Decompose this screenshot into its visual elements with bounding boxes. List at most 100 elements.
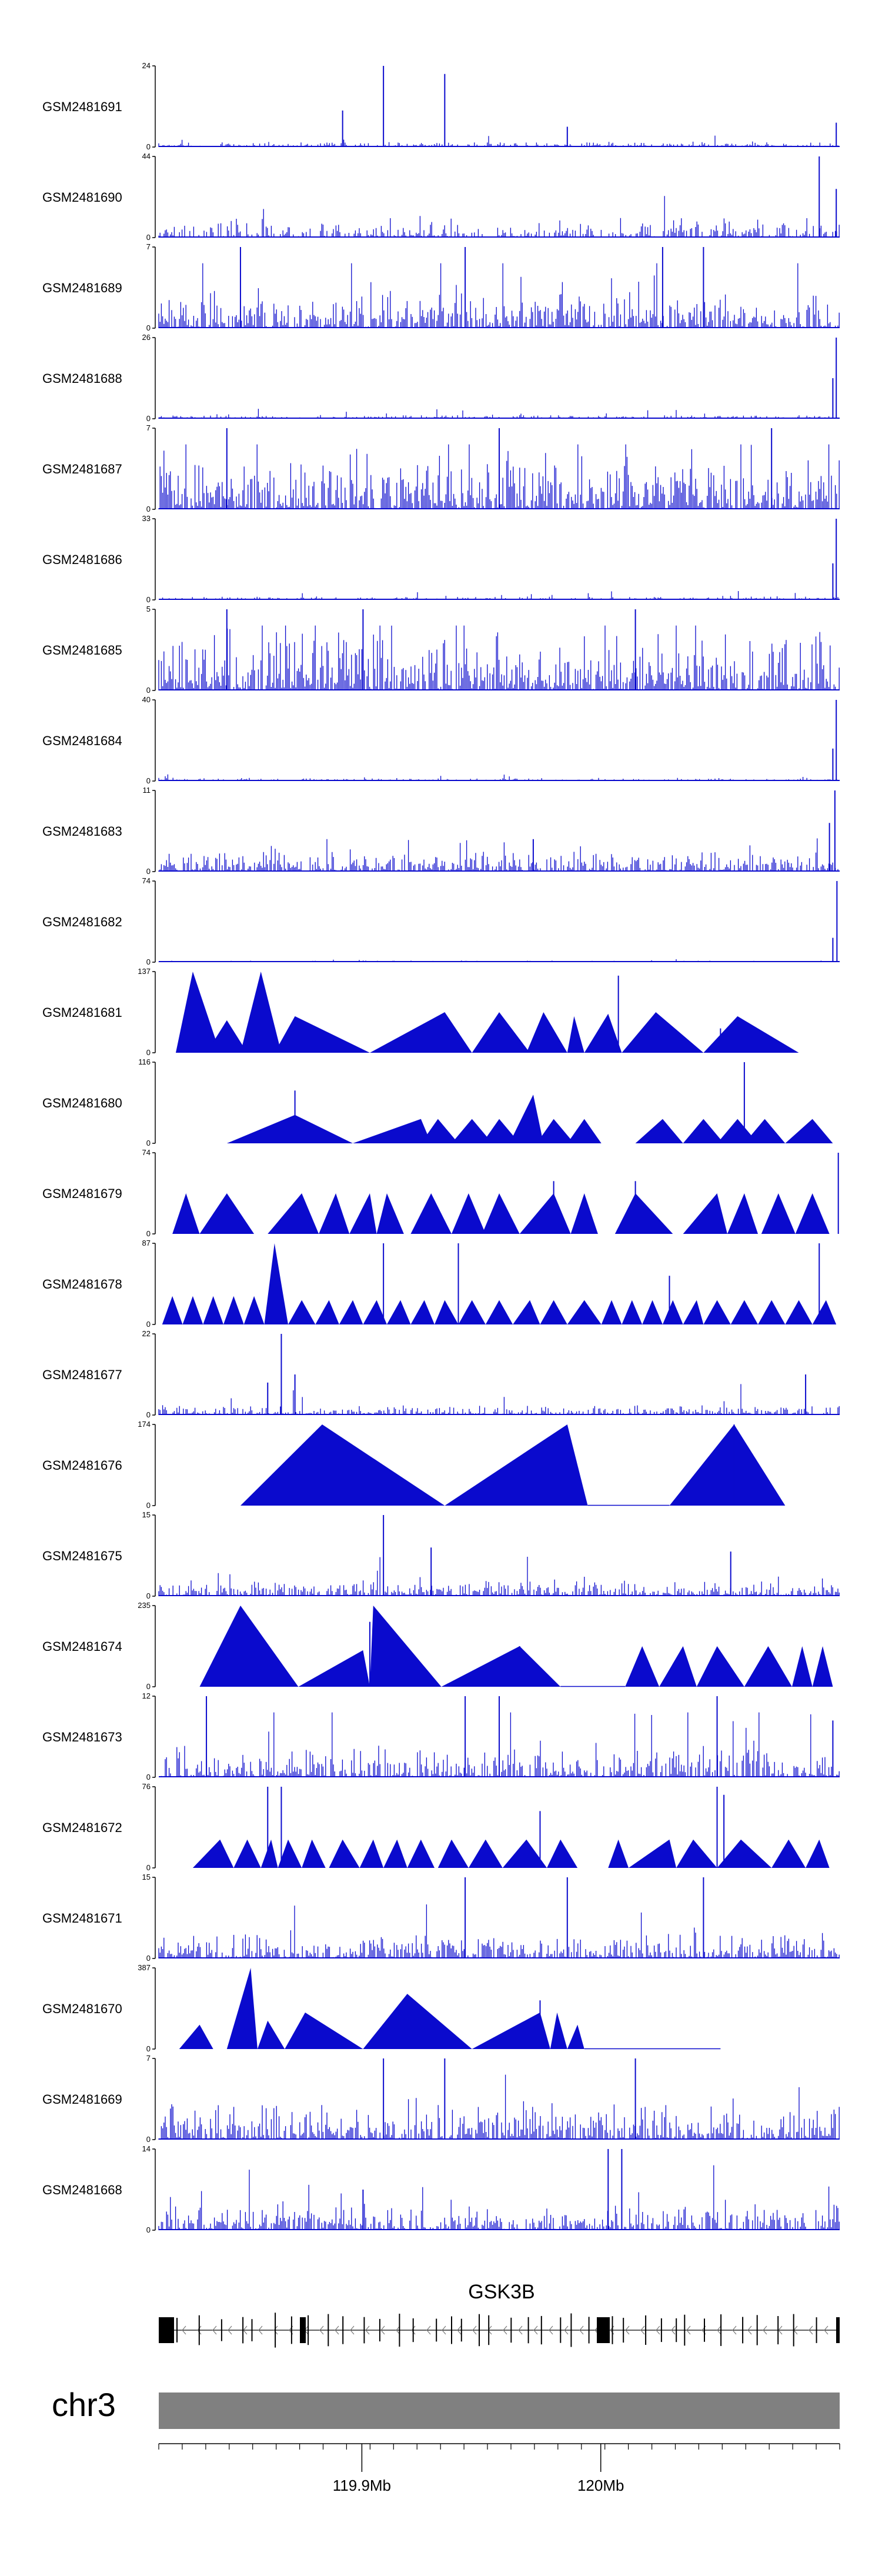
exon [328, 2314, 329, 2347]
signal-noise [158, 838, 840, 872]
exon [704, 2318, 705, 2342]
signal-peak [622, 1012, 704, 1053]
signal-peak [407, 1839, 435, 1868]
signal-noise [159, 591, 838, 600]
y-min-label: 0 [146, 595, 151, 604]
strand-arrow [579, 2325, 584, 2335]
signal [158, 1515, 840, 1596]
y-min-label: 0 [146, 1229, 151, 1238]
major-tick-label: 120Mb [577, 2477, 624, 2494]
signal-peak [302, 1839, 326, 1868]
y-max-label: 24 [142, 61, 151, 70]
exon [399, 2314, 400, 2347]
signal-peak [162, 1296, 183, 1324]
y-max-label: 44 [142, 152, 151, 161]
exon [588, 2317, 590, 2344]
y-max-label: 5 [146, 605, 151, 613]
exon [510, 2317, 512, 2343]
track-label: GSM2481668 [42, 2183, 122, 2197]
track-GSM2481669: GSM2481669 7 0 [42, 2054, 840, 2144]
strand-arrow [640, 2325, 645, 2335]
signal-peak [353, 1119, 432, 1143]
signal-peak [683, 1119, 724, 1143]
y-max-label: 76 [142, 1782, 151, 1791]
signal-peak [203, 1296, 224, 1324]
signal-peak [485, 1300, 513, 1324]
strand-arrow [656, 2325, 660, 2335]
signal-peak [206, 1020, 248, 1053]
signal-peak [172, 1193, 200, 1234]
strand-arrow [365, 2325, 370, 2335]
strand-arrow [717, 2325, 721, 2335]
exon [777, 2316, 779, 2345]
track-label: GSM2481673 [42, 1730, 122, 1744]
signal-peak [669, 1424, 786, 1506]
signal-peak [513, 1300, 540, 1324]
strand-arrow [564, 2325, 569, 2335]
signal-peak [329, 1839, 360, 1868]
signal-peak [727, 1193, 759, 1234]
signal [158, 156, 840, 238]
y-max-label: 33 [142, 514, 151, 523]
signal [158, 247, 840, 328]
signal-peak [199, 1606, 299, 1687]
exon [460, 2318, 462, 2342]
y-min-label: 0 [146, 686, 151, 695]
signal-peak [744, 1646, 792, 1687]
y-max-label: 12 [142, 1691, 151, 1700]
signal-peak [812, 1300, 837, 1324]
signal [159, 519, 840, 600]
signal-peak [383, 1839, 407, 1868]
exon [479, 2314, 480, 2347]
strand-arrow [487, 2325, 492, 2335]
y-min-label: 0 [146, 1954, 151, 1963]
track-GSM2481691: GSM2481691 24 0 [42, 61, 840, 151]
signal [158, 428, 840, 509]
track-label: GSM2481675 [42, 1549, 122, 1563]
track-GSM2481675: GSM2481675 15 0 [42, 1510, 840, 1600]
signal-noise [158, 2074, 840, 2140]
signal [158, 609, 840, 690]
signal-peak [264, 1243, 289, 1324]
signal-peak [285, 2012, 363, 2049]
signal-peak [369, 1606, 442, 1687]
track-label: GSM2481676 [42, 1458, 122, 1473]
signal-peak [550, 2012, 567, 2049]
exon [198, 2315, 200, 2345]
strand-arrow [319, 2325, 324, 2335]
signal-peak [386, 1300, 411, 1324]
signal-peak [635, 1119, 683, 1143]
track-GSM2481673: GSM2481673 12 0 [42, 1691, 840, 1781]
exon [412, 2318, 414, 2343]
track-GSM2481683: GSM2481683 11 0 [42, 786, 840, 876]
signal-peak [622, 1300, 643, 1324]
strand-arrow [549, 2325, 553, 2335]
track-label: GSM2481681 [42, 1005, 122, 1020]
signal-peak [482, 1193, 520, 1234]
signal-peak [547, 1839, 578, 1868]
y-min-label: 0 [146, 414, 151, 423]
signal-peak [451, 1193, 486, 1234]
exon [676, 2318, 677, 2343]
coverage-tracks: GSM2481691240GSM2481690440GSM248168970GS… [42, 61, 840, 2234]
strand-arrow [671, 2325, 676, 2335]
signal [158, 2058, 840, 2140]
exon [251, 2319, 253, 2341]
track-label: GSM2481680 [42, 1096, 122, 1110]
signal-peak [717, 1119, 759, 1143]
signal-peak [567, 1119, 602, 1143]
signal-peak [240, 1424, 445, 1506]
strand-arrow [763, 2325, 767, 2335]
signal-noise [158, 1384, 840, 1415]
signal-peak [717, 1839, 772, 1868]
signal-noise [158, 2165, 840, 2230]
y-min-label: 0 [146, 1501, 151, 1510]
signal-peak [437, 1839, 469, 1868]
signal-peak [257, 2020, 285, 2049]
signal-peak [806, 1839, 830, 1868]
track-label: GSM2481683 [42, 824, 122, 839]
signal-peak [268, 1193, 319, 1234]
exon [363, 2317, 365, 2344]
y-min-label: 0 [146, 323, 151, 332]
track-GSM2481685: GSM2481685 5 0 [42, 605, 840, 695]
